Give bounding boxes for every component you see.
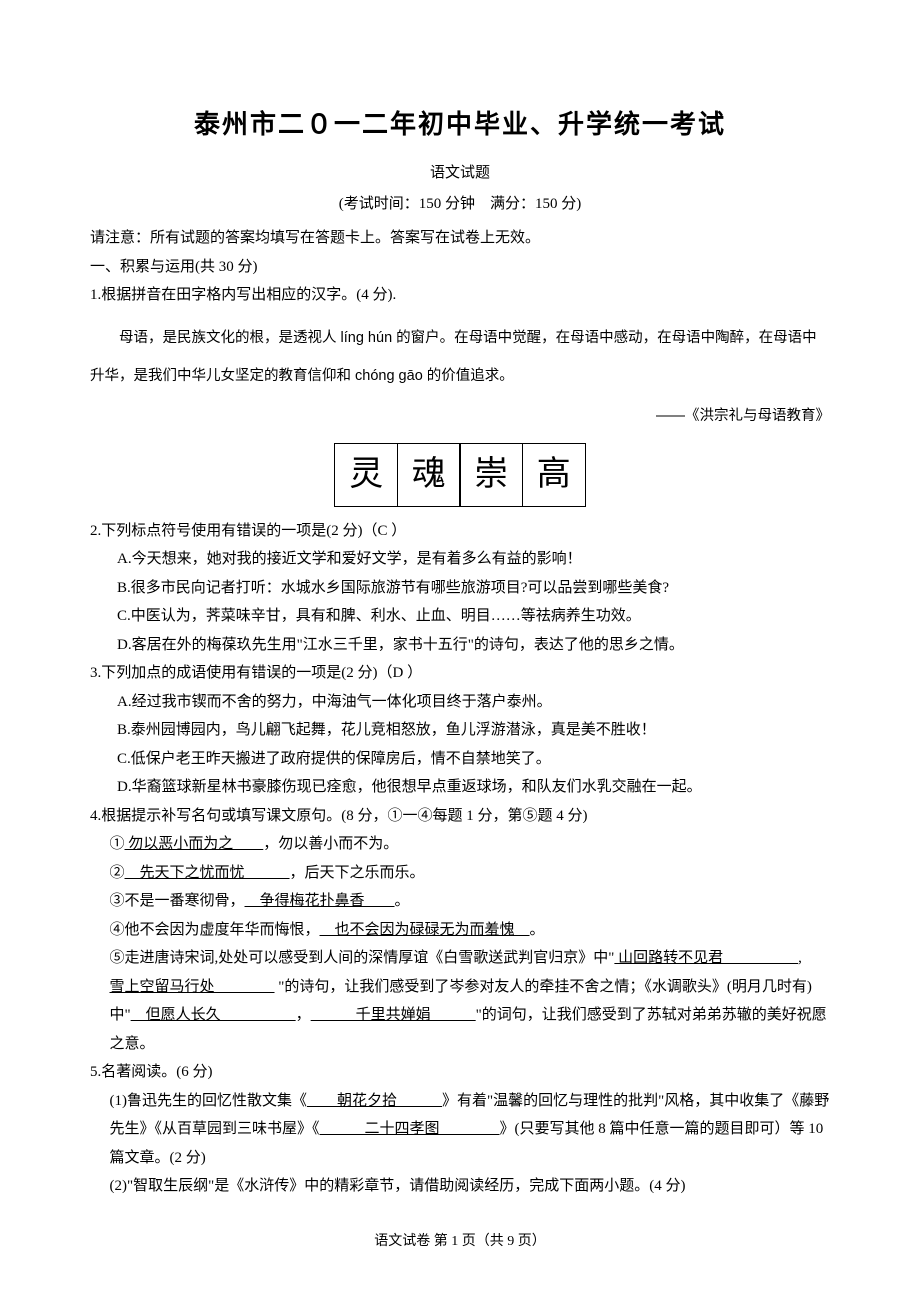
q3-option-b: B.泰州园博园内，鸟儿翩飞起舞，花儿竞相怒放，鱼儿浮游潜泳，真是美不胜收！: [90, 716, 830, 745]
q4-i5d-blank: 千里共婵娟: [311, 1007, 476, 1023]
q4-item-1: ① 勿以恶小而为之 ，勿以善小而不为。: [90, 830, 830, 859]
q4-i1-pre: ①: [110, 836, 125, 852]
q4-i5b-blank: 雪上空留马行处: [110, 979, 275, 995]
q4-i5a-pre: ⑤走进唐诗宋词,处处可以感受到人间的深情厚谊《白雪歌送武判官归京》中": [110, 950, 615, 966]
q4-i2-post: ，后天下之乐而乐。: [290, 865, 425, 881]
q2-option-a: A.今天想来，她对我的接近文学和爱好文学，是有着多么有益的影响！: [90, 545, 830, 574]
q3-option-a: A.经过我市锲而不舍的努力，中海油气一体化项目终于落户泰州。: [90, 688, 830, 717]
page-title: 泰州市二０一二年初中毕业、升学统一考试: [90, 100, 830, 149]
tianzi-cell: 崇: [459, 443, 523, 507]
q2-option-c: C.中医认为，荠菜味辛甘，具有和脾、利水、止血、明目……等祛病养生功效。: [90, 602, 830, 631]
q2-option-d: D.客居在外的梅葆玖先生用"江水三千里，家书十五行"的诗句，表达了他的思乡之情。: [90, 631, 830, 660]
q2-stem: 2.下列标点符号使用有错误的一项是(2 分)（C ）: [90, 517, 830, 546]
q5-stem: 5.名著阅读。(6 分): [90, 1058, 830, 1087]
q4-item-4: ④他不会因为虚度年华而悔恨， 也不会因为碌碌无为而羞愧 。: [90, 916, 830, 945]
q4-i3-post: 。: [395, 893, 410, 909]
page-footer: 语文试卷 第 1 页（共 9 页）: [90, 1229, 830, 1256]
q4-i1-post: ，勿以善小而不为。: [263, 836, 398, 852]
section-heading: 一、积累与运用(共 30 分): [90, 253, 830, 282]
tianzi-cell: 魂: [397, 443, 461, 507]
q4-i4-pre: ④他不会因为虚度年华而悔恨，: [110, 922, 320, 938]
q4-item-5: ⑤走进唐诗宋词,处处可以感受到人间的深情厚谊《白雪歌送武判官归京》中" 山回路转…: [90, 944, 830, 1058]
q4-i5c-mid: ，: [296, 1007, 311, 1023]
q4-item-3: ③不是一番寒彻骨， 争得梅花扑鼻香 。: [90, 887, 830, 916]
q5-s1-blank1: 朝花夕拾: [307, 1093, 442, 1109]
q4-i1-blank: 勿以恶小而为之: [125, 836, 264, 852]
q1-source: ——《洪宗礼与母语教育》: [90, 403, 830, 431]
q1-paragraph: 母语，是民族文化的根，是透视人 líng hún 的窗户。在母语中觉醒，在母语中…: [90, 320, 830, 395]
q4-i5c-blank: 但愿人长久: [131, 1007, 296, 1023]
q5-s1-pre: (1)鲁迅先生的回忆性散文集《: [110, 1093, 308, 1109]
q4-i2-pre: ②: [110, 865, 125, 881]
notice-text: 请注意：所有试题的答案均填写在答题卡上。答案写在试卷上无效。: [90, 224, 830, 253]
q3-option-c: C.低保户老王昨天搬进了政府提供的保障房后，情不自禁地笑了。: [90, 745, 830, 774]
q5-sub2: (2)"智取生辰纲"是《水浒传》中的精彩章节，请借助阅读经历，完成下面两小题。(…: [90, 1172, 830, 1201]
q5-sub1: (1)鲁迅先生的回忆性散文集《 朝花夕拾 》有着"温馨的回忆与理性的批判"风格，…: [90, 1087, 830, 1173]
q4-i2-blank: 先天下之忧而忧: [125, 865, 290, 881]
q1-stem: 1.根据拼音在田字格内写出相应的汉字。(4 分).: [90, 281, 830, 310]
tianzi-grid: 灵 魂 崇 高: [90, 443, 830, 507]
q5-s1-blank2: 二十四孝图: [320, 1121, 500, 1137]
q4-stem: 4.根据提示补写名句或填写课文原句。(8 分，①一④每题 1 分，第⑤题 4 分…: [90, 802, 830, 831]
tianzi-cell: 高: [522, 443, 586, 507]
q4-i4-blank: 也不会因为碌碌无为而羞愧: [320, 922, 530, 938]
q4-item-2: ② 先天下之忧而忧 ，后天下之乐而乐。: [90, 859, 830, 888]
q3-stem: 3.下列加点的成语使用有错误的一项是(2 分)（D ）: [90, 659, 830, 688]
tianzi-cell: 灵: [334, 443, 398, 507]
q4-i3-pre: ③不是一番寒彻骨，: [110, 893, 245, 909]
q2-option-b: B.很多市民向记者打听：水城水乡国际旅游节有哪些旅游项目?可以品尝到哪些美食?: [90, 574, 830, 603]
q4-i5a-blank: 山回路转不见君: [614, 950, 798, 966]
q4-i4-post: 。: [530, 922, 545, 938]
q3-option-d: D.华裔篮球新星林书豪膝伤现已痊愈，他很想早点重返球场，和队友们水乳交融在一起。: [90, 773, 830, 802]
subtitle: 语文试题: [90, 159, 830, 188]
q4-i3-blank: 争得梅花扑鼻香: [245, 893, 395, 909]
exam-info: (考试时间：150 分钟 满分：150 分): [90, 190, 830, 219]
